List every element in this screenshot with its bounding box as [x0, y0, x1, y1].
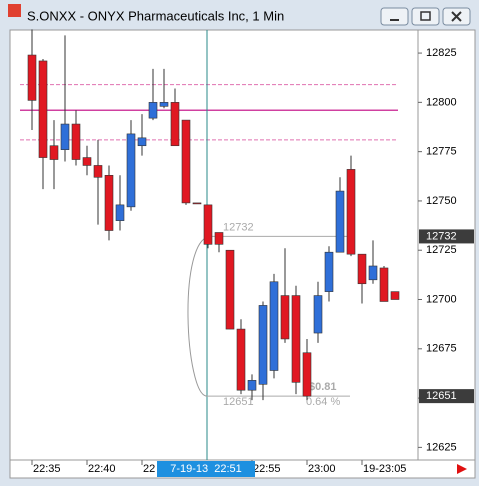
- candle-body: [280, 295, 290, 340]
- candle-body: [126, 133, 136, 208]
- measure-start-label: 12732: [223, 221, 254, 233]
- candle-body: [225, 249, 235, 330]
- measure-bracket: [187, 235, 212, 397]
- measure-percent: 0.64 %: [306, 396, 340, 408]
- candle-body: [357, 253, 367, 285]
- x-tick-label: 23:00: [308, 463, 336, 475]
- y-tick-label: 12700: [426, 293, 457, 305]
- candle-body: [214, 232, 224, 245]
- candle-body: [104, 175, 114, 231]
- x-tick-label: 22:55: [253, 463, 281, 475]
- maximize-icon: [420, 11, 431, 21]
- candle-body: [71, 123, 81, 160]
- candle-body: [137, 137, 147, 147]
- measure-end-label: 12651: [223, 396, 254, 408]
- candle-body: [313, 295, 323, 334]
- candle-body: [247, 380, 257, 391]
- candle-body: [82, 157, 92, 166]
- app-icon: [8, 4, 21, 17]
- maximize-button[interactable]: [411, 7, 440, 26]
- y-tick-label: 12750: [426, 195, 457, 207]
- close-icon: [451, 11, 462, 22]
- crosshair-time-box: [157, 461, 255, 477]
- candle-body: [60, 123, 70, 150]
- candle-body: [258, 305, 268, 385]
- price-marker: [419, 389, 474, 404]
- candle-body: [368, 265, 378, 281]
- y-tick-label: 12825: [426, 47, 457, 59]
- candle-body: [236, 328, 246, 391]
- candle-body: [302, 352, 312, 397]
- measure-change: $0.81: [309, 381, 337, 393]
- candle-body: [38, 60, 48, 158]
- candle-body: [291, 295, 301, 383]
- price-axis: [417, 29, 476, 461]
- candle-body: [148, 102, 158, 119]
- candle-body: [390, 291, 400, 300]
- price-marker-label: 12651: [426, 390, 457, 402]
- y-tick-label: 12775: [426, 146, 457, 158]
- x-tick-label: 22: [143, 463, 155, 475]
- candle-body: [203, 204, 213, 245]
- candle-body: [335, 190, 345, 253]
- candle-body: [324, 251, 334, 292]
- crosshair-time-label: 7-19-13 22:51: [170, 463, 242, 475]
- minimize-button[interactable]: [380, 7, 409, 26]
- y-tick-label: 12625: [426, 441, 457, 453]
- scroll-arrow[interactable]: [457, 464, 467, 474]
- x-tick-label: 19-23:05: [363, 463, 406, 475]
- price-marker-label: 12732: [426, 230, 457, 242]
- x-tick-label: 22:35: [33, 463, 61, 475]
- candle-body: [192, 202, 202, 205]
- candle-body: [27, 54, 37, 101]
- plot-area: [9, 29, 419, 461]
- y-tick-label: 12675: [426, 343, 457, 355]
- window-title: S.ONXX - ONYX Pharmaceuticals Inc, 1 Min: [27, 8, 284, 23]
- candle-body: [269, 281, 279, 371]
- candle-body: [93, 165, 103, 178]
- y-tick-label: 12800: [426, 96, 457, 108]
- candle-body: [379, 267, 389, 302]
- candle-body: [181, 119, 191, 204]
- price-marker: [419, 229, 474, 244]
- y-tick-label: 12725: [426, 244, 457, 256]
- candle-body: [159, 102, 169, 107]
- window-buttons[interactable]: [380, 7, 471, 26]
- candle-body: [49, 145, 59, 160]
- candle-body: [170, 102, 180, 147]
- candle-body: [346, 169, 356, 255]
- candle-body: [115, 204, 125, 221]
- x-tick-label: 22:40: [88, 463, 116, 475]
